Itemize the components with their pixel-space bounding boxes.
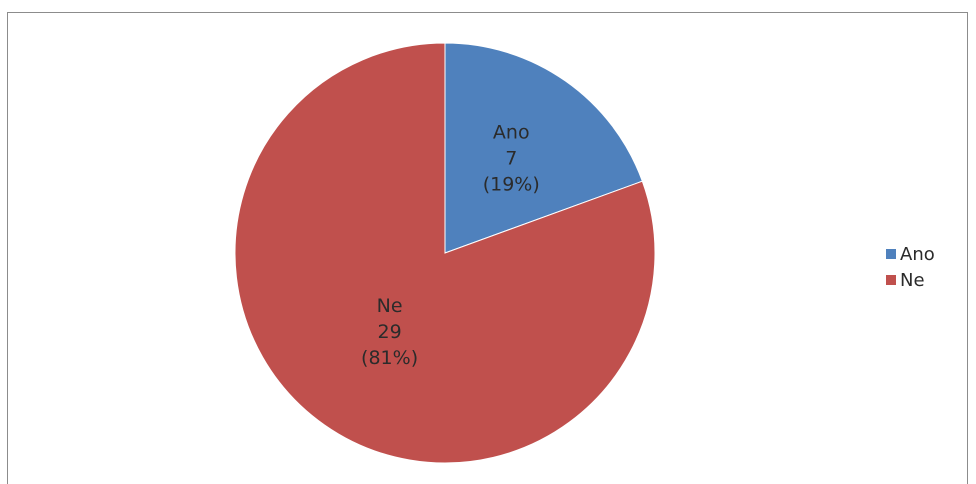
pie-slice-ne xyxy=(234,42,656,464)
slice-labels: Ano 7 (19%) Ne 29 (81%) xyxy=(361,121,540,369)
data-label-ne-percent: (81%) xyxy=(361,347,418,369)
legend-label-ano: Ano xyxy=(900,244,935,265)
data-label-ne-name: Ne xyxy=(377,295,403,317)
legend-swatch-ne xyxy=(886,275,896,285)
data-label-ano-value: 7 xyxy=(505,147,517,169)
data-label-ano-name: Ano xyxy=(493,121,530,143)
legend-swatch-ano xyxy=(886,249,896,259)
pie-slice-ano xyxy=(444,42,643,254)
data-label-ne-value: 29 xyxy=(377,321,401,343)
legend: Ano Ne xyxy=(886,244,935,291)
legend-label-ne: Ne xyxy=(900,270,925,291)
data-label-ano-percent: (19%) xyxy=(483,173,540,195)
pie-slices xyxy=(234,42,656,464)
